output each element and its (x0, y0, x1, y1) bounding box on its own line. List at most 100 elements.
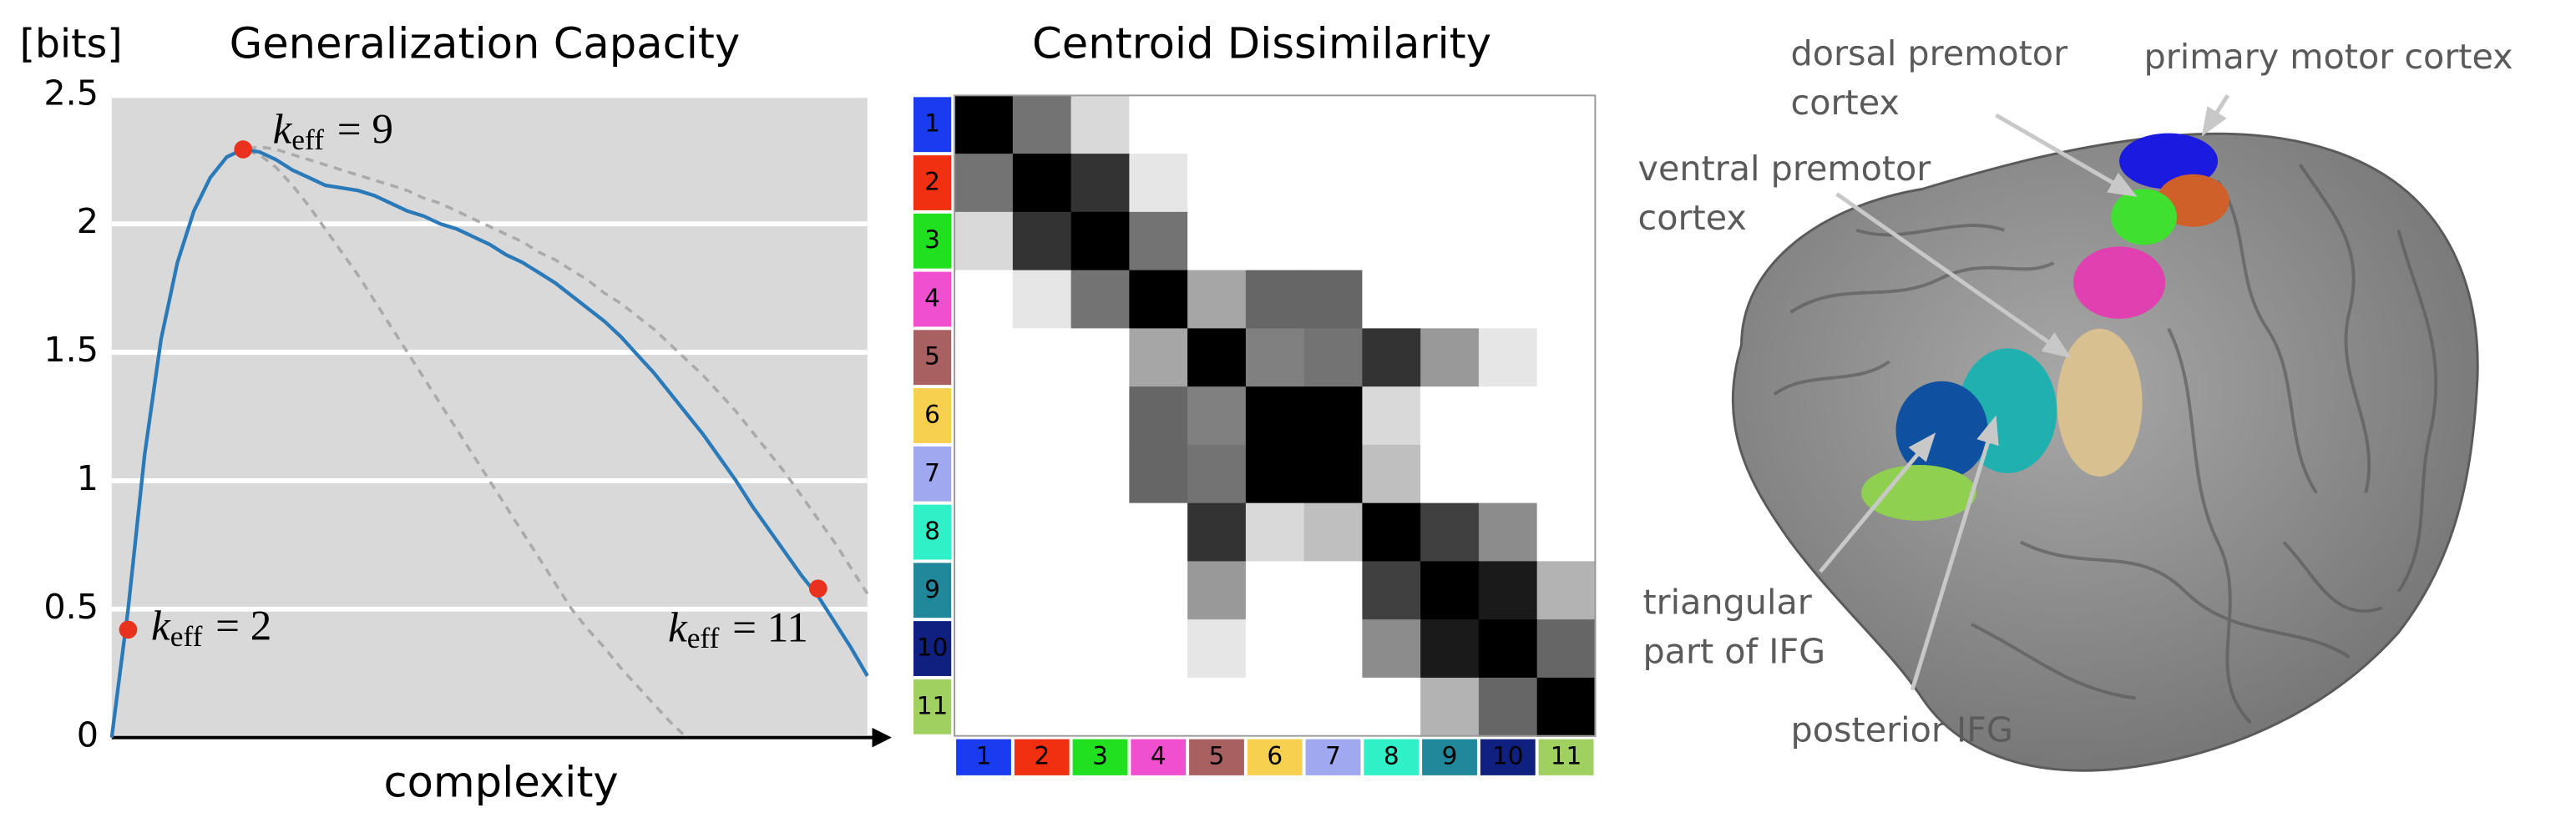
heatmap-cell (1012, 154, 1072, 213)
heatmap-cell (1303, 211, 1364, 271)
column-label: 6 (1267, 742, 1283, 770)
heatmap-cell (1070, 95, 1131, 155)
column-label-box (1189, 739, 1244, 775)
heatmap-cell (1245, 154, 1305, 213)
column-label: 10 (1492, 742, 1524, 770)
heatmap-cell (1012, 270, 1072, 330)
heatmap-cell (1245, 95, 1305, 155)
heatmap-cell (1362, 561, 1422, 621)
heatmap-cell (1187, 561, 1247, 621)
column-label-box (1480, 739, 1536, 775)
annotation-rest: = 9 (337, 105, 393, 153)
heatmap-cell (1536, 386, 1597, 446)
point-annotation: keff = 11 (668, 603, 808, 654)
heatmap-cell (1070, 444, 1131, 504)
column-label: 2 (1034, 742, 1050, 770)
heatmap-cell (1245, 211, 1305, 271)
heatmap-cell (1420, 677, 1480, 737)
heatmap-cell (1070, 211, 1131, 271)
heatmap-cell (1362, 328, 1422, 388)
heatmap-cell (1478, 154, 1538, 213)
row-label-box (913, 679, 952, 735)
heatmap-cell (1187, 154, 1247, 213)
brain-panel: dorsal premotor cortex primary motor corte… (1638, 33, 2513, 772)
heatmap-cell (1070, 270, 1131, 330)
heatmap-cell (1536, 211, 1597, 271)
heatmap-cell (1012, 328, 1072, 388)
heatmap-cell (1303, 444, 1364, 504)
heatmap-cell (1420, 211, 1480, 271)
row-label: 4 (924, 284, 940, 312)
heatmap-cell (1187, 444, 1247, 504)
chart-title: Centroid Dissimilarity (1032, 19, 1491, 68)
heatmap-cell (1129, 328, 1189, 388)
heatmap-cell (1245, 328, 1305, 388)
column-label-box (1422, 739, 1477, 775)
row-label-box (913, 213, 952, 269)
heatmap-cell (1129, 270, 1189, 330)
heatmap-cell (1303, 619, 1364, 679)
heatmap-cell (954, 677, 1014, 737)
heatmap-cell (1478, 677, 1538, 737)
column-label-box (1305, 739, 1361, 775)
heatmap-cell (1536, 619, 1597, 679)
heatmap-cell (1070, 328, 1131, 388)
heatmap-cell (1478, 386, 1538, 446)
plot-background (111, 95, 868, 738)
row-label-box (913, 621, 952, 676)
column-label-box (1014, 739, 1070, 775)
dissimilarity-panel: Centroid Dissimilarity 11223344556677889… (913, 19, 1597, 775)
annotation-rest: = 2 (215, 602, 271, 649)
gyri (1773, 163, 2438, 724)
heatmap-cell (1303, 677, 1364, 737)
row-label-box (913, 504, 952, 560)
heatmap-cell (1129, 619, 1189, 679)
heatmap-cell (1070, 154, 1131, 213)
heatmap-cell (1303, 328, 1364, 388)
heatmap-cell (1478, 561, 1538, 621)
heatmap-cell (1420, 386, 1480, 446)
heatmap-cell (1362, 619, 1422, 679)
heatmap-cell (1303, 154, 1364, 213)
heatmap-cell (1303, 561, 1364, 621)
heatmap-cell (954, 270, 1014, 330)
heatmap-cell (1245, 270, 1305, 330)
column-label-box (1247, 739, 1303, 775)
heatmap-frame (954, 94, 1597, 737)
heatmap-cell (1362, 677, 1422, 737)
heatmap-cell (1129, 502, 1189, 563)
annotation-var: k (668, 603, 688, 651)
column-label-box (956, 739, 1011, 775)
row-label: 10 (917, 634, 949, 662)
heatmap-cell (954, 328, 1014, 388)
heatmap-cell (1362, 211, 1422, 271)
y-tick-label: 2.5 (43, 73, 99, 113)
region-label: ventral premotor (1638, 149, 1931, 189)
heatmap-cell (1536, 444, 1597, 504)
point-annotation: keff = 9 (273, 105, 393, 156)
row-label-box (913, 271, 952, 327)
heatmap-cell (1245, 444, 1305, 504)
annotation-sub: eff (291, 123, 324, 156)
heatmap-cell (954, 154, 1014, 213)
heatmap-cell (1420, 95, 1480, 155)
heatmap-cell (1012, 444, 1072, 504)
heatmap-cell (1187, 502, 1247, 563)
heatmap-cell (1129, 677, 1189, 737)
region-label: cortex (1791, 83, 1900, 123)
row-label: 11 (917, 691, 949, 719)
point-marker (234, 140, 253, 159)
leader-lines (1819, 94, 2229, 691)
heatmap-cell (1420, 502, 1480, 563)
y-tick-label: 0.5 (43, 587, 99, 627)
row-label: 5 (924, 342, 940, 371)
column-label: 5 (1209, 742, 1225, 770)
heatmap-cell (1129, 154, 1189, 213)
row-label-box (913, 155, 952, 210)
column-label-box (1538, 739, 1594, 775)
heatmap-cell (1303, 502, 1364, 563)
heatmap-cell (1420, 154, 1480, 213)
heatmap-cell (1362, 502, 1422, 563)
heatmap-cell (954, 211, 1014, 271)
